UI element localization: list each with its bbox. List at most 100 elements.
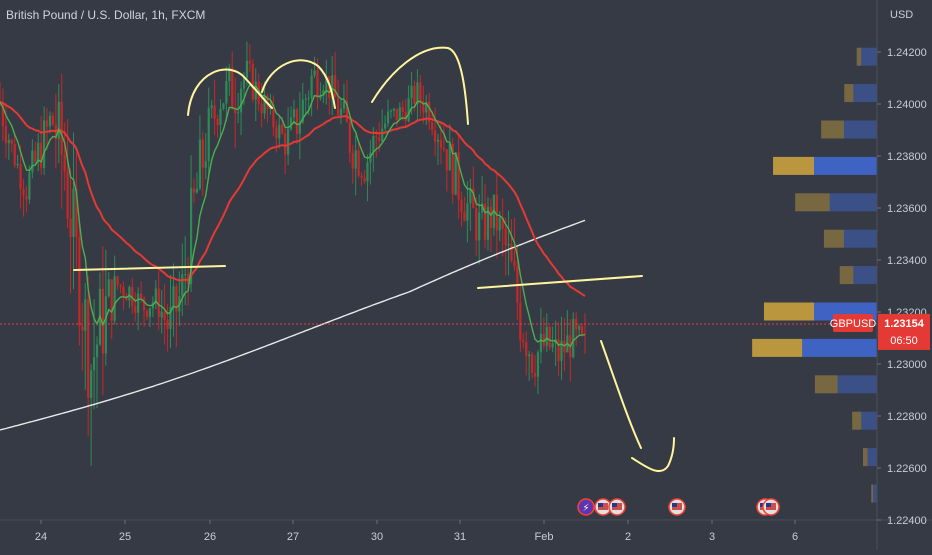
candle-body [542, 333, 545, 346]
vp-bar-down [873, 484, 877, 503]
candle-body [66, 171, 69, 219]
candle-body [222, 103, 225, 109]
candle-body [101, 288, 104, 354]
flag-canton [672, 503, 677, 507]
flag-canton [598, 503, 603, 507]
candle-body [201, 139, 204, 168]
neckline-right [477, 275, 643, 289]
flag-event-icon[interactable] [762, 498, 780, 516]
candle-body [72, 188, 75, 238]
lightning-icon[interactable]: ⚡ [577, 498, 595, 516]
candle-body [457, 152, 460, 200]
candle-body [401, 107, 404, 112]
candle-body [348, 122, 351, 153]
candle-body [439, 139, 443, 148]
y-tick-label: 1.24200 [887, 47, 927, 59]
candle-body [519, 302, 522, 341]
event-markers[interactable]: ⚡ [577, 498, 780, 516]
candle-body [110, 279, 113, 321]
last-price-label: 1.23154 [884, 318, 925, 330]
candle-body [37, 142, 40, 162]
candle-body [278, 124, 281, 139]
down-arrow-shaft [600, 340, 642, 449]
candle-body [281, 124, 284, 134]
candle-body [189, 188, 193, 285]
candle-body [10, 139, 13, 144]
vp-bar-down [829, 193, 877, 212]
vp-bar-up [814, 375, 838, 394]
candle-body [272, 104, 275, 128]
candle-body [4, 125, 7, 144]
ema-mid-line [0, 100, 586, 297]
candle-body [42, 120, 46, 168]
candle-body [310, 75, 313, 98]
candle-body [172, 286, 175, 307]
y-tick-label: 1.23800 [887, 151, 927, 163]
flag-event-icon[interactable] [668, 498, 686, 516]
candle-body [40, 142, 43, 168]
candle-body [539, 333, 543, 353]
x-tick-label: 24 [35, 531, 47, 543]
candle-body [525, 342, 528, 357]
x-tick-label: 25 [119, 531, 131, 543]
vp-bar-up [752, 338, 803, 357]
candle-body [578, 326, 581, 330]
candle-body [128, 287, 131, 301]
head-arc [261, 59, 336, 109]
candle-body [140, 293, 143, 298]
candle-body [263, 96, 266, 114]
candle-body [210, 105, 213, 108]
candle-body [90, 370, 93, 398]
candle-body [583, 333, 587, 335]
vp-bar-up [773, 156, 814, 175]
candle-body [87, 299, 90, 398]
y-tick-label: 1.24000 [887, 99, 927, 111]
candle-body [495, 194, 498, 231]
candle-body [475, 207, 478, 241]
vp-bar-down [853, 84, 877, 103]
x-tick-label: 3 [709, 531, 715, 543]
currency-label: USD [890, 9, 913, 21]
candle-body [445, 149, 448, 171]
candle-body [551, 343, 554, 348]
candle-body [81, 325, 84, 331]
candle-body [322, 90, 325, 96]
y-tick-label: 1.23600 [887, 203, 927, 215]
price-axis-bg [877, 0, 932, 550]
candle-body [463, 212, 466, 221]
candle-body [351, 152, 354, 169]
candle-body [507, 243, 510, 246]
candle-body [69, 218, 72, 238]
candle-body [237, 112, 240, 114]
candle-body [195, 188, 199, 193]
vp-bar-up [823, 229, 844, 248]
candle-body [242, 77, 246, 89]
candle-body [248, 61, 251, 64]
candle-body [228, 67, 231, 81]
vp-bar-up [871, 484, 874, 503]
candle-body [181, 274, 184, 297]
vp-bar-up [852, 411, 862, 430]
candle-body [334, 75, 337, 98]
y-tick-label: 1.23400 [887, 255, 927, 267]
y-tick-label: 1.23000 [887, 359, 927, 371]
candle-body [389, 110, 393, 112]
plot-area[interactable] [0, 0, 877, 520]
y-tick-label: 1.22400 [887, 515, 927, 527]
x-tick-label: 30 [371, 531, 383, 543]
candle-body [95, 344, 99, 358]
lightning-glyph: ⚡ [582, 503, 589, 514]
candle-body [319, 95, 322, 99]
symbol-label: GBPUSD [830, 318, 877, 330]
candle-body [425, 101, 428, 113]
candle-body [137, 293, 140, 313]
moving-averages [0, 83, 586, 431]
flag-event-icon[interactable] [608, 498, 626, 516]
candle-body [413, 86, 416, 105]
candle-body [213, 105, 216, 119]
candle-body [428, 101, 431, 123]
vp-bar-up [863, 448, 868, 467]
candle-body [345, 101, 348, 123]
candle-body [28, 172, 31, 200]
